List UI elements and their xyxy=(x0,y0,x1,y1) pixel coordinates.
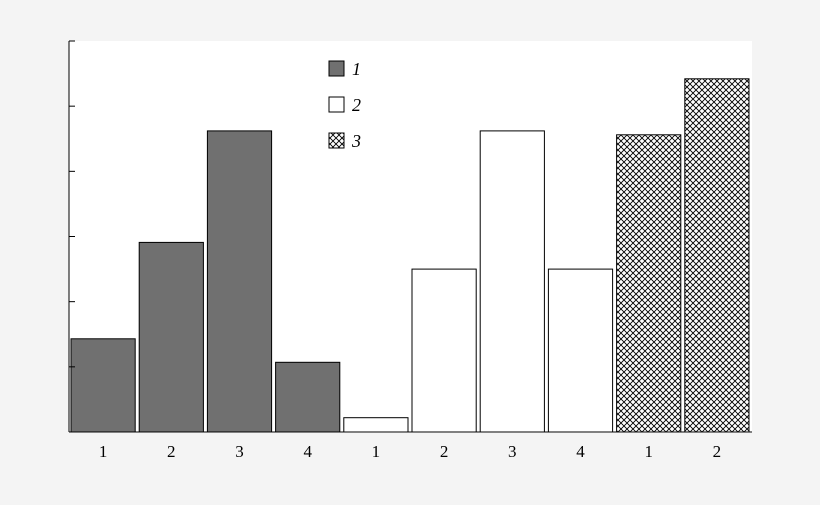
bar-group1-2 xyxy=(138,241,204,433)
legend-swatch-2 xyxy=(328,96,345,113)
bar-group2-1 xyxy=(343,417,409,433)
x-tick-label: 3 xyxy=(235,442,244,461)
x-tick-label: 4 xyxy=(576,442,585,461)
legend-label-1: 1 xyxy=(352,59,361,79)
x-tick-label: 1 xyxy=(99,442,108,461)
x-tick-labels: 1 2 3 4 1 2 3 4 1 2 xyxy=(99,442,721,461)
x-tick-label: 1 xyxy=(644,442,653,461)
legend-label-2: 2 xyxy=(352,95,361,115)
x-tick-label: 2 xyxy=(167,442,176,461)
bar-group2-3 xyxy=(479,130,545,433)
legend-swatch-1 xyxy=(328,60,345,77)
bar-group2-4 xyxy=(547,268,614,433)
bar-group3-1 xyxy=(616,134,682,433)
bar-group2-2 xyxy=(411,268,477,433)
bar-group3-2 xyxy=(684,78,750,433)
axes-group xyxy=(68,40,752,433)
x-tick-label: 1 xyxy=(372,442,381,461)
bar-group1-1 xyxy=(70,338,136,433)
x-tick-label: 3 xyxy=(508,442,517,461)
x-tick-label: 2 xyxy=(713,442,722,461)
bar-group1-4 xyxy=(275,361,341,433)
x-tick-label: 4 xyxy=(303,442,312,461)
bar-group1-3 xyxy=(206,130,273,433)
legend: 1 2 3 xyxy=(328,59,361,151)
bars-group xyxy=(70,78,750,433)
legend-label-3: 3 xyxy=(351,131,361,151)
legend-swatch-3 xyxy=(328,132,345,149)
x-tick-label: 2 xyxy=(440,442,449,461)
